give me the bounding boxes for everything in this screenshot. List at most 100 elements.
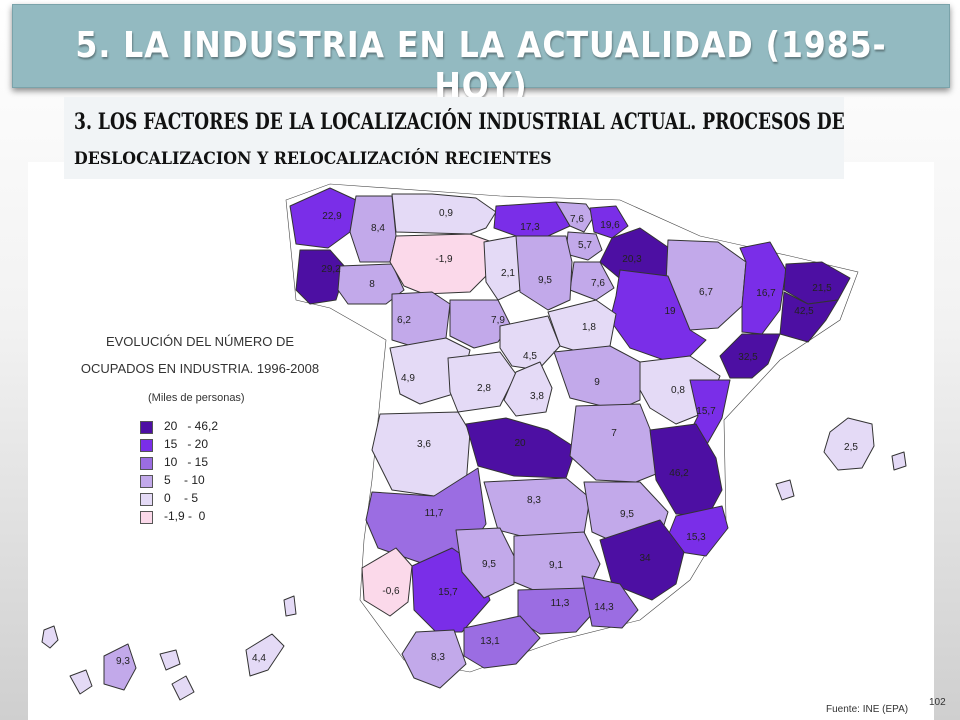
subtitle-box: 3. LOS FACTORES DE LA LOCALIZACIÓN INDUS…	[64, 97, 845, 179]
region-value-label: 15,3	[686, 532, 706, 543]
region-valencia	[649, 423, 723, 517]
region-value-label: 7,6	[570, 214, 584, 225]
legend-swatch	[140, 475, 153, 488]
region-value-label: 46,2	[669, 468, 689, 479]
region-value-label: 17,3	[520, 222, 540, 233]
region-value-label: 7	[611, 428, 617, 439]
region-value-label: 19,6	[600, 220, 620, 231]
legend-swatch	[140, 421, 153, 434]
region-santa-cruz-de-tenerife	[103, 643, 137, 691]
region-value-label: 9	[594, 377, 600, 388]
region-value-label: 6,7	[699, 287, 713, 298]
legend-unit: (Miles de personas)	[148, 392, 245, 404]
legend-label: 10 - 15	[164, 455, 209, 469]
region-value-label: 4,9	[401, 373, 415, 384]
region-value-label: 5,7	[578, 240, 592, 251]
region-las-palmas	[245, 633, 285, 677]
region-value-label: 16,7	[756, 288, 776, 299]
region-value-label: 15,7	[696, 406, 716, 417]
region-vizcaya	[555, 201, 595, 233]
region-le-n	[389, 233, 493, 295]
region-value-label: 2,5	[844, 442, 858, 453]
region-value-label: 42,5	[794, 306, 814, 317]
region-value-label: 3,6	[417, 439, 431, 450]
region-value-label: 4,4	[252, 653, 266, 664]
legend-swatch	[140, 457, 153, 470]
region-value-label: 8	[369, 279, 375, 290]
region-value-label: -0,6	[382, 586, 400, 597]
island-shape	[283, 595, 297, 617]
region-baleares	[823, 417, 875, 471]
region-value-label: 2,1	[501, 268, 515, 279]
region-value-label: 1,8	[582, 322, 596, 333]
region-value-label: 13,1	[480, 636, 500, 647]
legend-swatch	[140, 439, 153, 452]
region-value-label: 9,1	[549, 560, 563, 571]
region--vila	[447, 351, 517, 413]
region-value-label: 21,5	[812, 283, 832, 294]
region-value-label: 19	[664, 306, 676, 317]
region-guadalajara	[553, 345, 641, 411]
region-value-label: 11,3	[551, 598, 570, 609]
legend-label: 0 - 5	[164, 491, 199, 505]
region-value-label: 29,2	[321, 264, 341, 275]
region-value-label: 22,9	[322, 211, 342, 222]
region-toledo	[465, 417, 577, 479]
region-value-label: 11,7	[425, 508, 444, 519]
region-guip-zcoa	[589, 205, 629, 239]
legend-label: 15 - 20	[164, 437, 209, 451]
region-value-label: 6,2	[397, 315, 411, 326]
legend-title-line-2: OCUPADOS EN INDUSTRIA. 1996-2008	[80, 361, 320, 376]
legend-label: 20 - 46,2	[164, 419, 219, 433]
region-value-label: 4,5	[523, 351, 537, 362]
subtitle-line-1: 3. LOS FACTORES DE LA LOCALIZACIÓN INDUS…	[74, 109, 845, 135]
subtitle-line-2: DESLOCALIZACION Y RELOCALIZACIÓN RECIENT…	[74, 149, 552, 169]
region-value-label: 32,5	[738, 352, 758, 363]
island-shape	[891, 451, 907, 471]
region-value-label: 0,9	[439, 208, 453, 219]
region-value-label: 3,8	[530, 391, 544, 402]
region-c-rdoba	[455, 527, 515, 599]
region-value-label: 9,5	[482, 559, 496, 570]
region-huelva	[361, 547, 413, 617]
region-value-label: 8,3	[431, 652, 445, 663]
region-value-label: 20	[514, 438, 526, 449]
coastline	[285, 183, 859, 673]
region-pontevedra	[295, 249, 347, 305]
region-value-label: 34	[639, 553, 651, 564]
island-shape	[171, 675, 195, 701]
legend-title-line-1: EVOLUCIÓN DEL NÚMERO DE	[105, 334, 295, 349]
region-value-label: 9,3	[116, 656, 130, 667]
region-value-label: 8,3	[527, 495, 541, 506]
region-tarragona	[719, 333, 781, 379]
island-shape	[775, 479, 795, 501]
region-cuenca	[569, 403, 657, 483]
region-valladolid	[449, 299, 511, 349]
legend-swatch	[140, 493, 153, 506]
region-burgos	[515, 235, 573, 311]
island-shape	[69, 669, 93, 695]
island-shape	[159, 649, 181, 671]
region-value-label: 9,5	[620, 509, 634, 520]
region-value-label: -1,9	[435, 254, 453, 265]
region-value-label: 14,3	[594, 602, 614, 613]
region-value-label: 0,8	[671, 385, 685, 396]
legend-swatch	[140, 511, 153, 524]
region-asturias	[391, 193, 497, 235]
island-shape	[41, 625, 59, 649]
map-source: Fuente: INE (EPA)	[826, 704, 909, 715]
region-madrid	[503, 361, 553, 417]
legend-label: -1,9 - 0	[164, 509, 206, 523]
region-value-label: 7,6	[591, 278, 605, 289]
region-almer-a	[581, 575, 639, 629]
region-value-label: 8,4	[371, 223, 385, 234]
title-bar: 5. LA INDUSTRIA EN LA ACTUALIDAD (1985-H…	[12, 4, 950, 107]
region-c-diz	[401, 629, 467, 689]
region-value-label: 7,9	[491, 315, 505, 326]
legend-label: 5 - 10	[164, 473, 205, 487]
region-value-label: 9,5	[538, 275, 552, 286]
region-value-label: 15,7	[438, 587, 458, 598]
region-m-laga	[463, 615, 541, 669]
page-number: 102	[929, 697, 946, 708]
